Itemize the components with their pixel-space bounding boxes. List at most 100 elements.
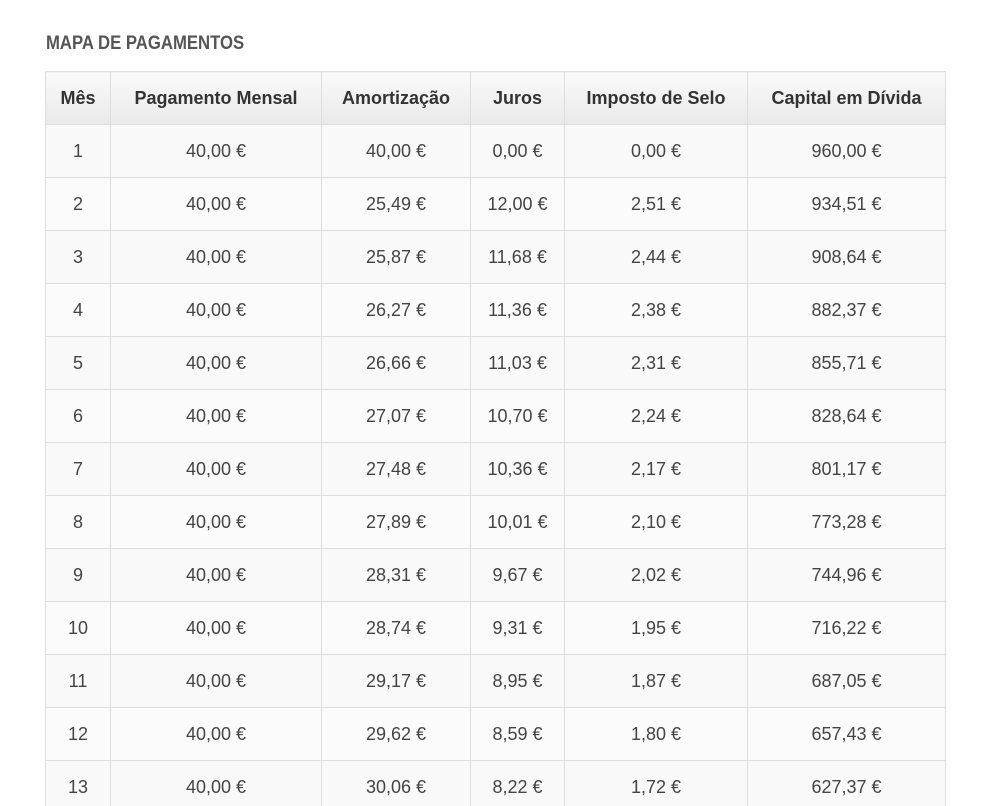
table-row: 11 40,00 €29,17 €8,95 €1,87 €687,05 €: [45, 654, 946, 708]
cell-amortizacao: 29,17 €: [321, 654, 471, 708]
cell-pagamento-mensal: 40,00 €: [110, 177, 322, 231]
cell-capital-em-divida: 960,00 €: [747, 124, 946, 178]
cell-pagamento-mensal: 40,00 €: [110, 442, 322, 496]
cell-mes: 2: [45, 177, 111, 231]
cell-amortizacao: 25,87 €: [321, 230, 471, 284]
cell-amortizacao: 27,07 €: [321, 389, 471, 443]
cell-amortizacao: 29,62 €: [321, 707, 471, 761]
cell-pagamento-mensal: 40,00 €: [110, 601, 322, 655]
cell-juros: 9,67 €: [470, 548, 565, 602]
cell-mes: 13: [45, 760, 111, 806]
cell-imposto-de-selo: 2,44 €: [564, 230, 748, 284]
cell-imposto-de-selo: 2,51 €: [564, 177, 748, 231]
table-header-row: Mês Pagamento Mensal Amortização Juros I…: [45, 71, 946, 125]
cell-juros: 9,31 €: [470, 601, 565, 655]
table-row: 1 40,00 €40,00 €0,00 €0,00 €960,00 €: [45, 124, 946, 178]
cell-imposto-de-selo: 2,24 €: [564, 389, 748, 443]
header-juros: Juros: [470, 71, 565, 125]
cell-pagamento-mensal: 40,00 €: [110, 548, 322, 602]
header-imposto-de-selo: Imposto de Selo: [564, 71, 748, 125]
cell-mes: 7: [45, 442, 111, 496]
cell-amortizacao: 26,27 €: [321, 283, 471, 337]
cell-capital-em-divida: 773,28 €: [747, 495, 946, 549]
cell-imposto-de-selo: 2,31 €: [564, 336, 748, 390]
cell-mes: 4: [45, 283, 111, 337]
cell-juros: 12,00 €: [470, 177, 565, 231]
cell-mes: 6: [45, 389, 111, 443]
header-amortizacao: Amortização: [321, 71, 471, 125]
cell-capital-em-divida: 801,17 €: [747, 442, 946, 496]
cell-pagamento-mensal: 40,00 €: [110, 389, 322, 443]
cell-imposto-de-selo: 0,00 €: [564, 124, 748, 178]
cell-capital-em-divida: 828,64 €: [747, 389, 946, 443]
cell-mes: 12: [45, 707, 111, 761]
cell-pagamento-mensal: 40,00 €: [110, 230, 322, 284]
page-title: MAPA DE PAGAMENTOS: [46, 33, 245, 54]
table-row: 5 40,00 €26,66 €11,03 €2,31 €855,71 €: [45, 336, 946, 390]
cell-juros: 8,22 €: [470, 760, 565, 806]
table-row: 10 40,00 €28,74 €9,31 €1,95 €716,22 €: [45, 601, 946, 655]
cell-mes: 9: [45, 548, 111, 602]
cell-capital-em-divida: 716,22 €: [747, 601, 946, 655]
cell-imposto-de-selo: 2,02 €: [564, 548, 748, 602]
payment-schedule-table: Mês Pagamento Mensal Amortização Juros I…: [45, 71, 946, 806]
cell-capital-em-divida: 855,71 €: [747, 336, 946, 390]
cell-capital-em-divida: 657,43 €: [747, 707, 946, 761]
cell-juros: 11,68 €: [470, 230, 565, 284]
cell-imposto-de-selo: 2,17 €: [564, 442, 748, 496]
cell-mes: 3: [45, 230, 111, 284]
table-row: 7 40,00 €27,48 €10,36 €2,17 €801,17 €: [45, 442, 946, 496]
cell-capital-em-divida: 627,37 €: [747, 760, 946, 806]
cell-juros: 10,01 €: [470, 495, 565, 549]
cell-pagamento-mensal: 40,00 €: [110, 707, 322, 761]
cell-juros: 11,03 €: [470, 336, 565, 390]
cell-capital-em-divida: 744,96 €: [747, 548, 946, 602]
cell-capital-em-divida: 687,05 €: [747, 654, 946, 708]
cell-juros: 11,36 €: [470, 283, 565, 337]
table-row: 4 40,00 €26,27 €11,36 €2,38 €882,37 €: [45, 283, 946, 337]
cell-mes: 10: [45, 601, 111, 655]
cell-amortizacao: 27,89 €: [321, 495, 471, 549]
cell-imposto-de-selo: 1,87 €: [564, 654, 748, 708]
cell-juros: 10,36 €: [470, 442, 565, 496]
cell-capital-em-divida: 934,51 €: [747, 177, 946, 231]
cell-mes: 1: [45, 124, 111, 178]
table-row: 13 40,00 €30,06 €8,22 €1,72 €627,37 €: [45, 760, 946, 806]
table-row: 6 40,00 €27,07 €10,70 €2,24 €828,64 €: [45, 389, 946, 443]
header-capital-em-divida: Capital em Dívida: [747, 71, 946, 125]
cell-amortizacao: 27,48 €: [321, 442, 471, 496]
cell-amortizacao: 26,66 €: [321, 336, 471, 390]
cell-pagamento-mensal: 40,00 €: [110, 283, 322, 337]
cell-amortizacao: 25,49 €: [321, 177, 471, 231]
cell-imposto-de-selo: 1,80 €: [564, 707, 748, 761]
cell-imposto-de-selo: 2,38 €: [564, 283, 748, 337]
cell-juros: 0,00 €: [470, 124, 565, 178]
cell-pagamento-mensal: 40,00 €: [110, 336, 322, 390]
table-row: 3 40,00 €25,87 €11,68 €2,44 €908,64 €: [45, 230, 946, 284]
table-row: 2 40,00 €25,49 €12,00 €2,51 €934,51 €: [45, 177, 946, 231]
table-row: 12 40,00 €29,62 €8,59 €1,80 €657,43 €: [45, 707, 946, 761]
cell-pagamento-mensal: 40,00 €: [110, 760, 322, 806]
header-mes: Mês: [45, 71, 111, 125]
cell-juros: 10,70 €: [470, 389, 565, 443]
cell-pagamento-mensal: 40,00 €: [110, 654, 322, 708]
cell-mes: 8: [45, 495, 111, 549]
cell-imposto-de-selo: 1,72 €: [564, 760, 748, 806]
table-body: 1 40,00 €40,00 €0,00 €0,00 €960,00 €2 40,0…: [45, 124, 946, 806]
table-row: 8 40,00 €27,89 €10,01 €2,10 €773,28 €: [45, 495, 946, 549]
cell-amortizacao: 40,00 €: [321, 124, 471, 178]
cell-juros: 8,95 €: [470, 654, 565, 708]
cell-amortizacao: 30,06 €: [321, 760, 471, 806]
cell-amortizacao: 28,31 €: [321, 548, 471, 602]
cell-imposto-de-selo: 2,10 €: [564, 495, 748, 549]
cell-mes: 5: [45, 336, 111, 390]
header-pagamento-mensal: Pagamento Mensal: [110, 71, 322, 125]
cell-amortizacao: 28,74 €: [321, 601, 471, 655]
cell-juros: 8,59 €: [470, 707, 565, 761]
cell-capital-em-divida: 908,64 €: [747, 230, 946, 284]
cell-imposto-de-selo: 1,95 €: [564, 601, 748, 655]
cell-pagamento-mensal: 40,00 €: [110, 124, 322, 178]
cell-capital-em-divida: 882,37 €: [747, 283, 946, 337]
cell-pagamento-mensal: 40,00 €: [110, 495, 322, 549]
cell-mes: 11: [45, 654, 111, 708]
